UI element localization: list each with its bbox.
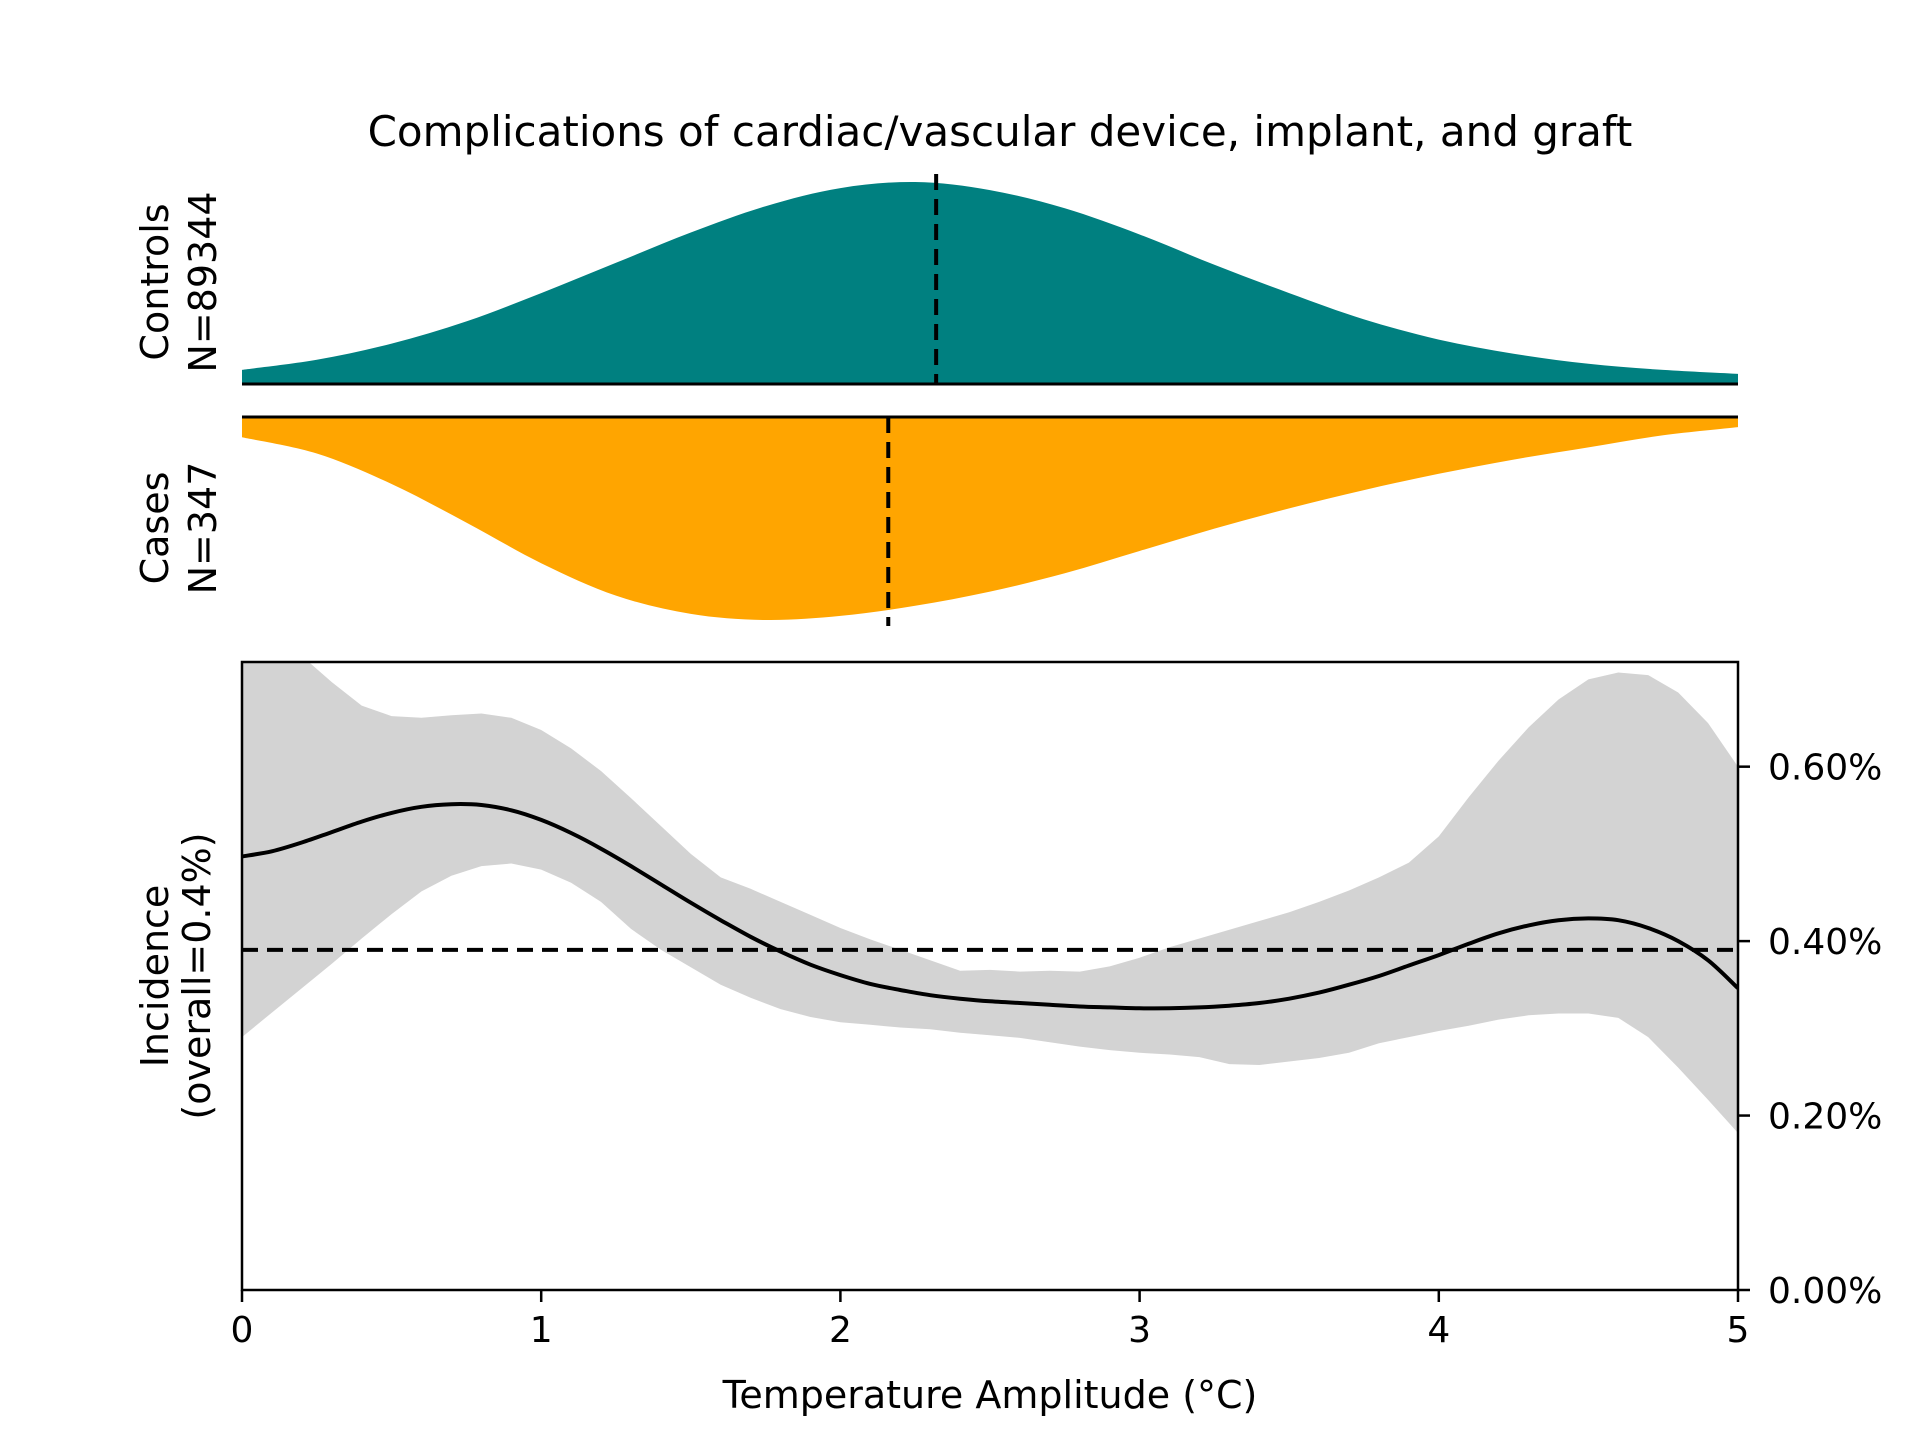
chart-title: Complications of cardiac/vascular device… — [368, 107, 1633, 156]
incidence-overall-label: (overall=0.4%) — [175, 832, 219, 1119]
y-tick-label: 0.60% — [1768, 748, 1882, 789]
incidence-mean-line — [242, 802, 1738, 1011]
controls-count-label: N=89344 — [181, 191, 225, 372]
cases-label: Cases — [133, 472, 177, 585]
y-tick-label: 0.00% — [1768, 1271, 1882, 1312]
x-tick-label: 5 — [1727, 1310, 1750, 1351]
y-axis-right: 0.00% 0.20% 0.40% 0.60% — [1738, 748, 1882, 1312]
x-tick-label: 3 — [1128, 1310, 1151, 1351]
x-axis: 0 1 2 3 4 5 — [231, 1290, 1750, 1351]
x-tick-label: 0 — [231, 1310, 254, 1351]
cases-density-area — [242, 417, 1738, 621]
incidence-axes-frame — [240, 660, 1740, 1292]
y-tick-label: 0.20% — [1768, 1097, 1882, 1138]
x-tick-label: 1 — [530, 1310, 553, 1351]
y-tick-label: 0.40% — [1768, 922, 1882, 963]
x-tick-label: 4 — [1427, 1310, 1450, 1351]
cases-panel: Cases N=347 — [133, 415, 1738, 626]
cases-count-label: N=347 — [181, 462, 225, 595]
controls-density-area — [242, 181, 1738, 384]
incidence-confidence-band — [242, 662, 1738, 1133]
x-tick-label: 2 — [829, 1310, 852, 1351]
controls-panel: Controls N=89344 — [133, 174, 1738, 386]
incidence-panel: 0 1 2 3 4 5 0.00% 0.20% 0.40% 0.60% Temperature … — [133, 660, 1882, 1417]
x-axis-label: Temperature Amplitude (°C) — [722, 1373, 1258, 1417]
incidence-axis-label: Incidence — [133, 885, 177, 1068]
controls-label: Controls — [133, 203, 177, 360]
